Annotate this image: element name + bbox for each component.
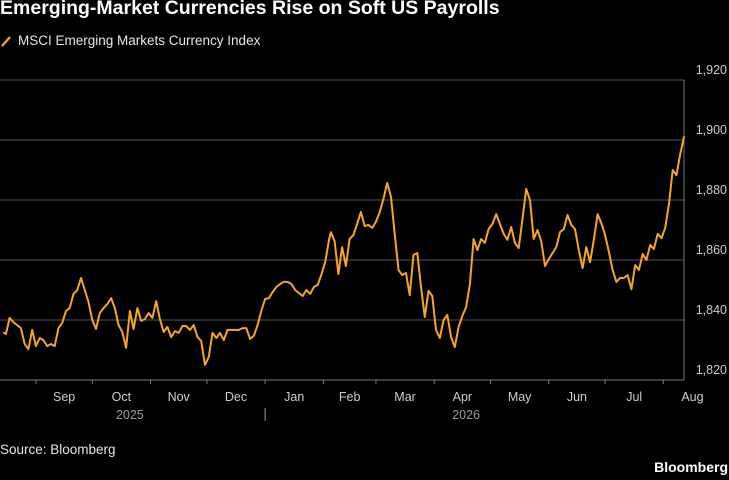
x-tick-label: Dec <box>225 390 247 404</box>
x-tick-label: Mar <box>394 390 416 404</box>
line-chart: 1,820 1,840 1,860 1,880 1,900 1,920 Sep Oct Nov D… <box>0 63 727 422</box>
y-tick-label: 1,840 <box>696 303 727 317</box>
x-tick-label: Oct <box>112 390 132 404</box>
y-tick-label: 1,860 <box>696 243 727 257</box>
x-tick-label: Sep <box>53 390 75 404</box>
x-tick-label: Jun <box>567 390 587 404</box>
y-tick-label: 1,900 <box>696 123 727 137</box>
x-tick-label: Nov <box>168 390 191 404</box>
x-tick-label: Jan <box>284 390 304 404</box>
legend-series-label: MSCI Emerging Markets Currency Index <box>18 33 261 48</box>
y-tick-label: 1,920 <box>696 63 727 77</box>
y-tick-label: 1,820 <box>696 363 727 377</box>
x-year-label: 2026 <box>452 408 480 422</box>
bloomberg-logo: Bloomberg <box>654 459 728 475</box>
x-year-label: 2025 <box>116 408 144 422</box>
x-tick-label: Aug <box>681 390 703 404</box>
legend-line-icon <box>1 35 11 47</box>
source-note: Source: Bloomberg <box>0 442 116 457</box>
legend: MSCI Emerging Markets Currency Index <box>0 33 260 48</box>
y-tick-label: 1,880 <box>696 183 727 197</box>
x-tick-label: Feb <box>339 390 361 404</box>
series-line-0 <box>3 136 685 366</box>
x-tick-label: May <box>508 390 532 404</box>
x-tick-label: Apr <box>453 390 472 404</box>
x-tick-label: Jul <box>626 390 642 404</box>
chart-title: Emerging-Market Currencies Rise on Soft … <box>0 0 500 19</box>
